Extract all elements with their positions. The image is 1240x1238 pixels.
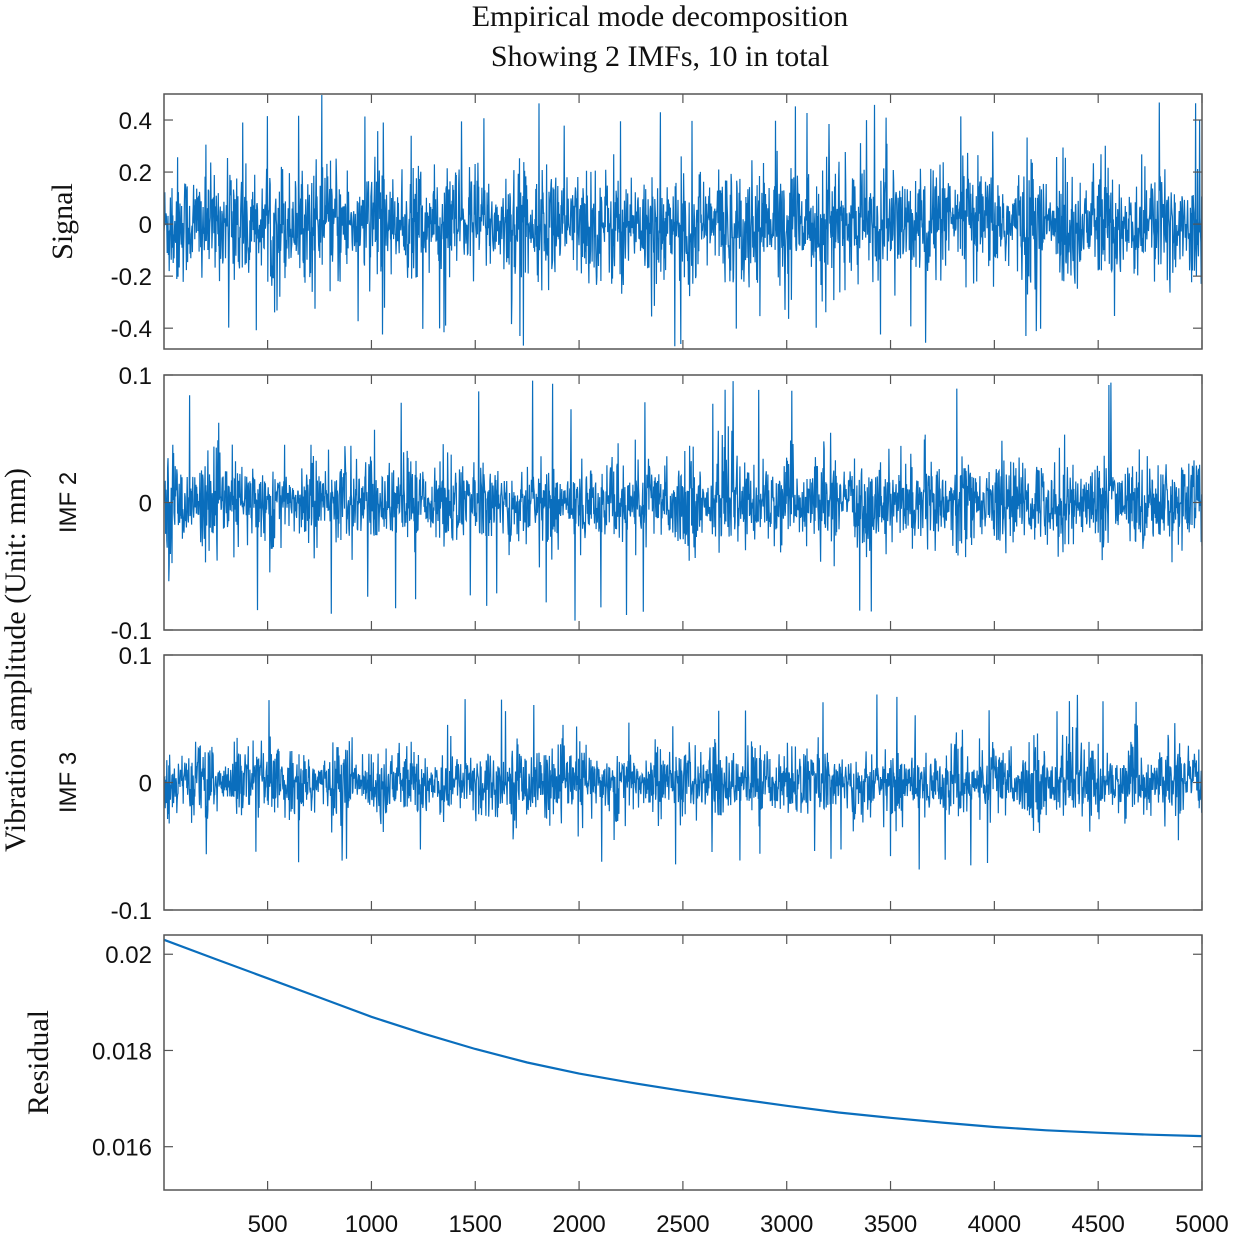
- panel-imf-2: -0.1 0 0.1 IMF 2: [55, 363, 1203, 645]
- x-tick-label: 2500: [656, 1211, 709, 1238]
- panel-signal: -0.4 -0.2 0 0.2 0.4 Signal: [46, 93, 1203, 350]
- x-tick-label: 2000: [552, 1211, 605, 1238]
- panel-y-label: Signal: [46, 183, 79, 260]
- y-tick-label: 0: [139, 771, 152, 798]
- y-tick-label: -0.4: [111, 316, 152, 343]
- y-tick-label: 0.4: [119, 108, 152, 135]
- panel-imf-3: -0.1 0 0.1 IMF 3: [55, 643, 1203, 925]
- x-tick-label: 4500: [1071, 1211, 1124, 1238]
- panel-y-label: IMF 3: [55, 752, 82, 813]
- y-tick-label: -0.1: [111, 898, 152, 925]
- x-tick-label: 3500: [864, 1211, 917, 1238]
- y-tick-label: 0.1: [119, 363, 152, 390]
- x-tick-label: 5000: [1175, 1211, 1228, 1238]
- y-tick-label: 0: [139, 212, 152, 239]
- y-tick-label: 0.018: [92, 1038, 152, 1065]
- x-tick-label: 500: [248, 1211, 288, 1238]
- panel-residual: 0.016 0.018 0.02 500 1000 1500 2000 2500 3000 350…: [22, 934, 1229, 1238]
- series-line-imf-3: [164, 694, 1202, 870]
- y-tick-label: 0.02: [105, 942, 152, 969]
- x-tick-label: 3000: [760, 1211, 813, 1238]
- y-tick-label: 0.016: [92, 1135, 152, 1162]
- panel-y-label: Residual: [22, 1010, 55, 1115]
- y-tick-label: 0.2: [119, 160, 152, 187]
- y-tick-label: -0.2: [111, 264, 152, 291]
- x-tick-label: 1000: [345, 1211, 398, 1238]
- series-line-imf-2: [164, 380, 1202, 621]
- x-tick-label: 1500: [449, 1211, 502, 1238]
- chart-title-line-2: Showing 2 IMFs, 10 in total: [490, 40, 830, 73]
- panel-y-label: IMF 2: [55, 472, 82, 533]
- series-line-residual: [164, 938, 1202, 1138]
- x-tick-label: 4000: [968, 1211, 1021, 1238]
- axes-box: [163, 934, 1203, 1191]
- chart-title-line-1: Empirical mode decomposition: [471, 0, 849, 33]
- y-tick-label: -0.1: [111, 618, 152, 645]
- series-line-signal: [164, 94, 1202, 347]
- y-tick-label: 0.1: [119, 643, 152, 670]
- y-tick-label: 0: [139, 491, 152, 518]
